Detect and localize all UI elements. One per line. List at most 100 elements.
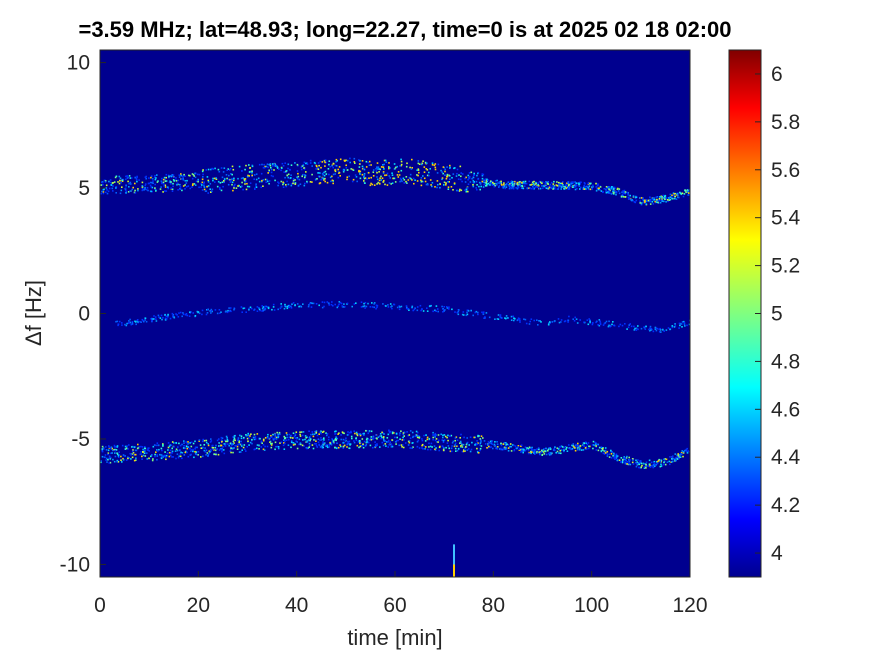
trace-speck [121,179,124,181]
trace-speck [272,175,274,178]
trace-speck [382,444,385,447]
trace-speck [197,311,200,313]
trace-speck [511,182,513,184]
trace-speck [193,183,196,185]
trace-speck [222,446,224,448]
trace-speck [144,184,147,187]
trace-speck [479,447,482,450]
trace-speck [578,185,581,187]
trace-speck [226,169,228,171]
trace-speck [355,437,357,439]
trace-speck [196,310,199,313]
trace-speck [126,445,128,447]
trace-speck [294,437,297,439]
trace-speck [407,444,410,446]
trace-speck [454,311,456,313]
trace-speck [408,309,410,311]
trace-speck [317,168,320,170]
trace-speck [288,433,291,436]
trace-speck [287,173,290,176]
trace-speck [216,312,219,315]
trace-speck [116,453,119,455]
trace-speck [169,444,172,446]
trace-speck [239,434,241,437]
trace-speck [260,186,262,189]
trace-speck [681,450,683,452]
trace-speck [477,313,479,316]
trace-speck [389,177,391,179]
trace-speck [292,432,295,434]
trace-speck [636,461,638,463]
trace-speck [102,183,104,186]
trace-speck [254,438,257,440]
trace-speck [205,169,208,171]
trace-speck [278,168,280,170]
trace-speck [405,180,407,183]
trace-speck [410,177,412,180]
trace-speck [342,170,345,173]
trace-speck [604,449,607,452]
trace-speck [475,180,478,183]
trace-speck [134,182,136,185]
trace-speck [548,186,550,189]
trace-speck [310,433,312,436]
trace-speck [615,453,618,456]
trace-speck [685,449,687,452]
trace-speck [346,302,349,305]
trace-speck [101,449,104,452]
trace-speck [464,177,466,180]
trace-speck [629,323,631,325]
trace-speck [585,188,587,190]
trace-speck [604,452,607,454]
trace-speck [282,186,285,188]
trace-speck [548,454,551,456]
trace-speck [196,173,199,176]
trace-speck [183,440,185,442]
trace-speck [343,305,346,308]
trace-speck [482,181,484,183]
trace-speck [136,175,138,178]
trace-speck [278,182,280,184]
trace-speck [340,445,342,448]
trace-speck [579,319,581,321]
trace-speck [197,180,200,182]
trace-speck [462,314,465,316]
trace-speck [465,314,468,317]
trace-speck [107,449,110,452]
trace-speck [398,308,401,311]
trace-speck [399,180,401,183]
trace-speck [361,438,364,440]
trace-speck [409,447,411,449]
trace-speck [154,187,156,189]
trace-speck [560,449,562,451]
trace-speck [170,452,172,454]
trace-speck [263,449,266,451]
trace-speck [501,448,503,451]
trace-speck [396,306,399,309]
trace-speck [294,179,296,181]
trace-speck [142,454,145,457]
trace-speck [628,459,630,461]
trace-speck [640,202,643,204]
trace-speck [450,186,453,188]
trace-speck [467,448,470,450]
trace-speck [579,188,581,190]
trace-speck [292,179,295,182]
trace-speck [591,188,593,190]
trace-speck [189,442,191,444]
trace-speck [546,182,549,184]
trace-speck [190,445,193,448]
trace-speck [572,181,574,183]
trace-speck [201,440,204,443]
trace-speck [323,174,326,177]
trace-speck [628,462,630,464]
trace-speck [301,165,304,167]
trace-speck [345,437,347,439]
trace-speck [500,444,503,447]
trace-speck [197,178,199,181]
trace-speck [496,318,499,320]
trace-speck [102,448,105,450]
trace-speck [337,446,340,449]
trace-speck [309,302,311,305]
